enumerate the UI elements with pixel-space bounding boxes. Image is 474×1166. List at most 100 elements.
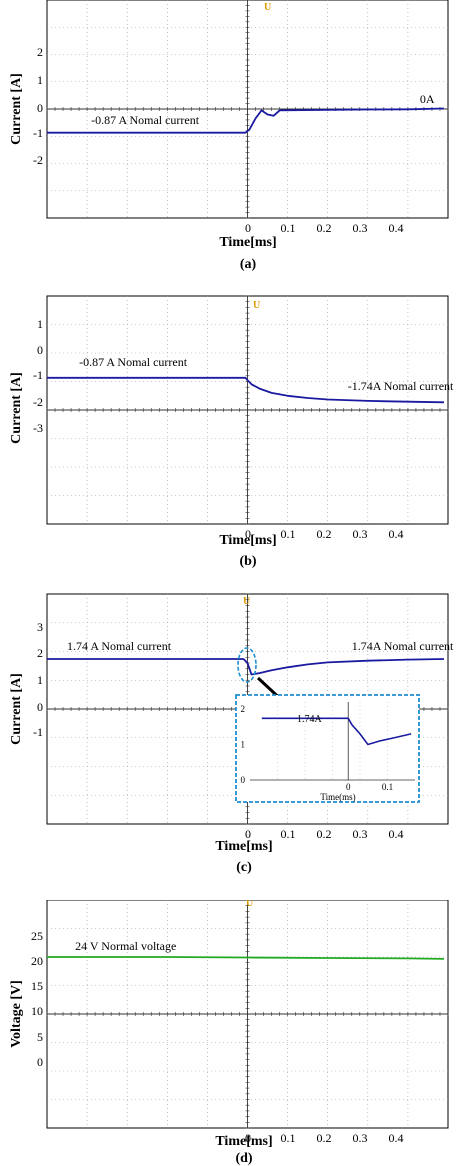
x-tick-label: 0.4	[389, 527, 404, 541]
chart-a: 2 1 0 -1 -2 0 0.1 0.2 0.3 0.4 -0.87 A Nomal curre…	[9, 0, 449, 272]
series	[47, 658, 445, 676]
trigger-marker: U	[253, 300, 260, 311]
inset-x-axis-label: Time(ms)	[320, 792, 355, 802]
annotation-label: -1.74A Nomal current	[348, 379, 454, 393]
inset-series-line	[261, 717, 412, 746]
annotation-label: 1.74 A Nomal current	[67, 639, 172, 653]
x-tick-label: 0.2	[317, 1131, 332, 1145]
y-axis-label: Current [A]	[9, 673, 24, 745]
y-tick-label: 3	[37, 620, 43, 634]
annotation-label: 24 V Normal voltage	[75, 939, 176, 953]
series	[47, 956, 445, 960]
annotations: -0.87 A Nomal current -1.74A Nomal curren…	[79, 355, 454, 393]
chart-c: 3 2 1 0 -1 0 0.1 0.2 0.3 0.4 1.74 A Nomal current…	[9, 593, 454, 875]
y-tick-label: 2	[37, 45, 43, 59]
series-line	[47, 658, 445, 676]
y-tick-label: -3	[33, 421, 43, 435]
trigger-marker: U	[246, 900, 253, 909]
y-tick-label: 25	[31, 929, 43, 943]
y-tick-label: -1	[33, 368, 43, 382]
x-tick-label: 0.2	[317, 827, 332, 841]
annotation-label: -0.87 A Nomal current	[91, 113, 200, 127]
x-tick-label: 0.3	[353, 1131, 368, 1145]
annotation-label: 0A	[420, 92, 435, 106]
x-tick-label: 0.3	[353, 221, 368, 235]
panel-caption: (c)	[236, 860, 252, 875]
x-tick-label: 0	[245, 1131, 251, 1145]
axes	[46, 295, 449, 525]
trigger-marker: U	[264, 2, 271, 13]
inset-ticks: 2 1 0 0 0.1	[241, 704, 394, 792]
annotation-label: 1.74A Nomal current	[352, 639, 454, 653]
inset-value-label: 1.74A	[297, 714, 323, 725]
x-axis-label: Time[ms]	[215, 839, 272, 854]
series-line	[47, 956, 445, 960]
x-tick-label: 0.4	[389, 221, 404, 235]
y-tick-label: 10	[31, 1004, 43, 1018]
y-tick-label: -2	[33, 395, 43, 409]
y-tick-label: -1	[33, 126, 43, 140]
x-tick-label: 0	[245, 527, 251, 541]
inset-y-tick-label: 1	[241, 740, 246, 750]
x-tick-label: 0.4	[389, 827, 404, 841]
annotations: 24 V Normal voltage	[75, 939, 176, 953]
inset-x-tick-label: 0.1	[382, 782, 393, 792]
y-tick-label: -1	[33, 725, 43, 739]
ticks: 3 2 1 0 -1 0 0.1 0.2 0.3 0.4	[33, 620, 404, 841]
y-tick-label: 1	[37, 317, 43, 331]
panel-caption: (b)	[239, 554, 256, 569]
chart-b: 1 0 -1 -2 -3 0 0.1 0.2 0.3 0.4 -0.87 A Nomal curr…	[9, 295, 454, 569]
y-axis-label: Voltage [V]	[9, 980, 24, 1048]
x-tick-label: 0.1	[281, 527, 296, 541]
series-line	[47, 376, 445, 404]
series	[47, 107, 445, 134]
inset-chart: 2 1 0 0 0.1 1.74A Time(ms)	[235, 694, 420, 803]
y-tick-label: 1	[37, 673, 43, 687]
y-tick-label: 15	[31, 979, 43, 993]
y-tick-label: 5	[37, 1030, 43, 1044]
chart-d: 25 20 15 10 5 0 0 0.1 0.2 0.3 0.4 24 V Normal volt…	[9, 900, 449, 1166]
ticks: 2 1 0 -1 -2 0 0.1 0.2 0.3 0.4	[33, 45, 404, 235]
y-tick-label: 2	[37, 646, 43, 660]
y-tick-label: 1	[37, 73, 43, 87]
panel-caption: (a)	[240, 257, 257, 272]
annotation-label: -0.87 A Nomal current	[79, 355, 188, 369]
inset-y-tick-label: 0	[241, 775, 246, 785]
x-tick-label: 0.1	[281, 221, 296, 235]
inset-x-tick-label: 0	[346, 782, 351, 792]
x-axis-label: Time[ms]	[215, 1134, 272, 1149]
annotations: -0.87 A Nomal current 0A	[91, 92, 435, 127]
inset-grid	[250, 702, 415, 781]
series	[47, 376, 445, 404]
y-tick-label: 0	[37, 1055, 43, 1069]
x-tick-label: 0	[245, 221, 251, 235]
y-tick-label: 0	[37, 101, 43, 115]
ticks: 1 0 -1 -2 -3 0 0.1 0.2 0.3 0.4	[33, 317, 404, 541]
x-tick-label: 0.1	[281, 827, 296, 841]
y-tick-label: 20	[31, 954, 43, 968]
x-axis-label: Time[ms]	[219, 235, 276, 250]
y-tick-label: -2	[33, 153, 43, 167]
inset-series	[261, 717, 412, 746]
x-tick-label: 0.2	[317, 221, 332, 235]
x-tick-label: 0.3	[353, 827, 368, 841]
x-tick-label: 0.2	[317, 527, 332, 541]
inset-frame	[235, 694, 420, 803]
x-tick-label: 0.1	[281, 1131, 296, 1145]
x-tick-label: 0.4	[389, 1131, 404, 1145]
x-tick-label: 0.3	[353, 527, 368, 541]
ticks: 25 20 15 10 5 0 0 0.1 0.2 0.3 0.4	[31, 929, 404, 1145]
axes	[46, 900, 449, 1129]
inset-y-tick-label: 2	[241, 704, 246, 714]
trigger-marker: U	[243, 596, 250, 607]
x-axis-label: Time[ms]	[219, 533, 276, 548]
y-axis-label: Current [A]	[9, 73, 24, 145]
y-tick-label: 0	[37, 700, 43, 714]
annotations: 1.74 A Nomal current 1.74A Nomal current	[67, 639, 454, 653]
x-tick-label: 0	[245, 827, 251, 841]
series-line	[47, 107, 445, 134]
y-axis-label: Current [A]	[9, 372, 24, 444]
y-tick-label: 0	[37, 343, 43, 357]
zoom-highlight-ellipse	[237, 647, 257, 683]
panel-caption: (d)	[235, 1151, 252, 1166]
